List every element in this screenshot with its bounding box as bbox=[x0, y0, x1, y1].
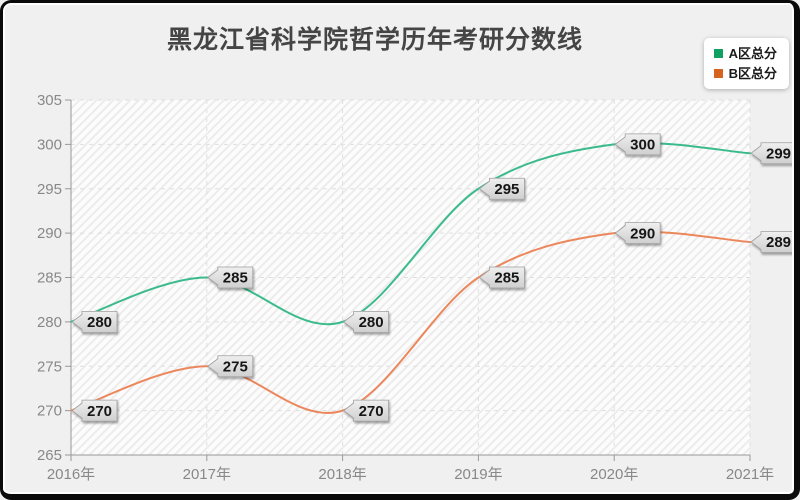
y-axis-tick-label: 280 bbox=[37, 314, 62, 331]
legend-item-a[interactable]: A区总分 bbox=[713, 46, 777, 61]
x-axis-tick-label: 2016年 bbox=[47, 466, 95, 483]
data-label-tag bbox=[478, 177, 525, 200]
data-label-tag bbox=[614, 222, 661, 245]
y-axis-tick-label: 285 bbox=[37, 270, 62, 287]
data-label-value: 275 bbox=[223, 358, 248, 375]
data-label: 290 bbox=[614, 222, 661, 245]
data-label-tag bbox=[71, 310, 118, 333]
legend-label-a: A区总分 bbox=[728, 46, 777, 61]
data-label-tag bbox=[207, 266, 254, 289]
chart-title: 黑龙江省科学院哲学历年考研分数线 bbox=[166, 26, 583, 54]
legend: A区总分 B区总分 bbox=[703, 38, 789, 89]
data-label: 275 bbox=[207, 355, 254, 378]
y-axis-tick-label: 265 bbox=[37, 447, 62, 464]
y-axis-tick-label: 295 bbox=[37, 181, 62, 198]
data-label-tag bbox=[207, 355, 254, 378]
x-axis-tick-label: 2020年 bbox=[590, 466, 638, 483]
data-label: 285 bbox=[207, 266, 254, 289]
y-axis-tick-label: 290 bbox=[37, 225, 62, 242]
data-label-value: 290 bbox=[630, 225, 655, 242]
data-label-value: 285 bbox=[494, 270, 519, 287]
data-label: 300 bbox=[614, 133, 661, 156]
y-axis-tick-label: 305 bbox=[37, 92, 62, 109]
data-label-value: 270 bbox=[359, 403, 384, 420]
plot-area bbox=[71, 100, 750, 455]
data-label-tag bbox=[342, 399, 389, 422]
y-axis-tick-label: 270 bbox=[37, 403, 62, 420]
y-axis-tick-label: 300 bbox=[37, 136, 62, 153]
data-label-value: 280 bbox=[87, 314, 112, 331]
data-label-value: 280 bbox=[359, 314, 384, 331]
data-label-value: 285 bbox=[223, 270, 248, 287]
data-label-tag bbox=[342, 310, 389, 333]
x-axis-tick-label: 2018年 bbox=[318, 466, 366, 483]
data-label: 270 bbox=[342, 399, 389, 422]
data-label: 289 bbox=[750, 231, 797, 253]
legend-item-b[interactable]: B区总分 bbox=[713, 66, 777, 81]
data-label-value: 299 bbox=[766, 145, 791, 162]
data-label: 299 bbox=[750, 142, 797, 165]
x-axis-tick-label: 2021年 bbox=[726, 466, 774, 483]
x-axis-tick-label: 2017年 bbox=[183, 466, 231, 483]
legend-marker-b-icon bbox=[713, 69, 723, 78]
data-label-value: 295 bbox=[494, 181, 519, 198]
data-label: 280 bbox=[71, 310, 118, 333]
data-label-tag bbox=[614, 133, 661, 156]
y-axis-tick-label: 275 bbox=[37, 358, 62, 375]
data-label: 280 bbox=[342, 310, 389, 333]
x-axis-tick-label: 2019年 bbox=[454, 466, 502, 483]
legend-marker-a-icon bbox=[713, 49, 723, 58]
legend-label-b: B区总分 bbox=[728, 66, 777, 81]
data-label: 295 bbox=[478, 177, 525, 200]
data-label-tag bbox=[71, 399, 118, 422]
data-label-value: 289 bbox=[766, 234, 791, 251]
data-label: 270 bbox=[71, 399, 118, 422]
data-label-tag bbox=[478, 266, 525, 289]
data-label: 285 bbox=[478, 266, 525, 289]
data-label-value: 270 bbox=[87, 403, 112, 420]
data-label-value: 300 bbox=[630, 137, 655, 154]
